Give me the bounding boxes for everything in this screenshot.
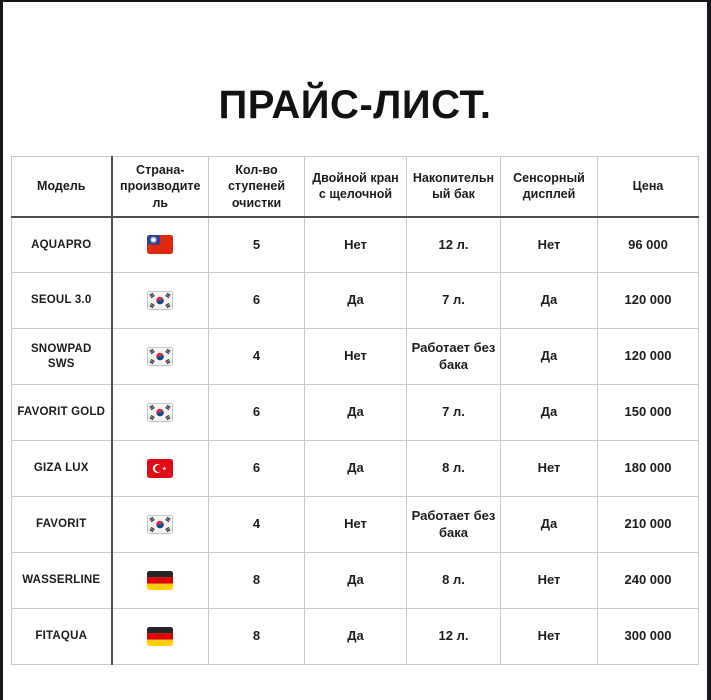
price-cell: 96 000 [597,216,699,273]
country-flag-cell [111,272,209,329]
col-header-dual-tap: Двойной кран с щелочной [304,156,407,218]
country-flag-cell [111,608,209,665]
country-flag-cell [111,552,209,609]
flag-south-korea-icon [147,515,174,534]
table-row: SEOUL 3.0 6 Да 7 л. Да 120 000 [11,272,699,329]
model-cell: SNOWPAD SWS [11,328,113,385]
model-cell: FITAQUA [11,608,113,665]
col-header-tank: Накопительный бак [406,156,501,218]
col-header-country: Страна-производитель [111,156,209,218]
price-cell: 240 000 [597,552,699,609]
stages-cell: 6 [208,272,305,329]
tank-cell: 7 л. [406,272,501,329]
price-cell: 120 000 [597,272,699,329]
table-row: AQUAPRO 5 Нет 12 л. Нет 96 000 [11,216,699,273]
model-cell: GIZA LUX [11,440,113,497]
price-cell: 210 000 [597,496,699,553]
dual-tap-cell: Нет [304,496,407,553]
table-row: FITAQUA 8 Да 12 л. Нет 300 000 [11,608,699,665]
flag-germany-icon [147,627,174,646]
dual-tap-cell: Да [304,608,407,665]
dual-tap-cell: Да [304,272,407,329]
country-flag-cell [111,328,209,385]
tank-cell: 12 л. [406,216,501,273]
flag-south-korea-icon [147,291,174,310]
table-row: GIZA LUX 6 Да 8 л. Нет 180 000 [11,440,699,497]
stages-cell: 5 [208,216,305,273]
model-cell: WASSERLINE [11,552,113,609]
touch-display-cell: Нет [500,216,598,273]
stages-cell: 8 [208,552,305,609]
col-header-model: Модель [11,156,113,218]
model-cell: SEOUL 3.0 [11,272,113,329]
country-flag-cell [111,440,209,497]
price-cell: 120 000 [597,328,699,385]
table-body: AQUAPRO 5 Нет 12 л. Нет 96 000 SEOUL 3.0 6 Да 7 л… [11,216,699,665]
table-row: FAVORIT GOLD 6 Да 7 л. Да 150 000 [11,384,699,441]
col-header-price: Цена [597,156,699,218]
stages-cell: 6 [208,384,305,441]
price-cell: 300 000 [597,608,699,665]
tank-cell: Работает без бака [406,328,501,385]
touch-display-cell: Нет [500,440,598,497]
tank-cell: 8 л. [406,440,501,497]
country-flag-cell [111,384,209,441]
price-cell: 180 000 [597,440,699,497]
stages-cell: 8 [208,608,305,665]
flag-south-korea-icon [147,347,174,366]
col-header-stages: Кол-во ступеней очистки [208,156,305,218]
tank-cell: 8 л. [406,552,501,609]
model-cell: FAVORIT [11,496,113,553]
touch-display-cell: Да [500,496,598,553]
flag-taiwan-icon [147,235,174,255]
country-flag-cell [111,496,209,553]
dual-tap-cell: Да [304,384,407,441]
stages-cell: 4 [208,496,305,553]
table-row: FAVORIT 4 Нет Работает без бака Да 210 000 [11,496,699,553]
model-cell: AQUAPRO [11,216,113,273]
touch-display-cell: Нет [500,608,598,665]
page-title: ПРАЙС-ЛИСТ. [218,83,492,127]
country-flag-cell [111,216,209,273]
dual-tap-cell: Нет [304,216,407,273]
touch-display-cell: Да [500,384,598,441]
touch-display-cell: Нет [500,552,598,609]
tank-cell: Работает без бака [406,496,501,553]
tank-cell: 12 л. [406,608,501,665]
flag-turkey-icon [147,459,174,478]
header-row: Модель Страна-производитель Кол-во ступе… [11,156,699,218]
dual-tap-cell: Да [304,552,407,609]
flag-germany-icon [147,571,174,590]
stages-cell: 4 [208,328,305,385]
touch-display-cell: Да [500,328,598,385]
price-cell: 150 000 [597,384,699,441]
model-cell: FAVORIT GOLD [11,384,113,441]
col-header-touch-display: Сенсорный дисплей [500,156,598,218]
table-row: WASSERLINE 8 Да 8 л. Нет 240 000 [11,552,699,609]
tank-cell: 7 л. [406,384,501,441]
flag-south-korea-icon [147,403,174,422]
price-table: Модель Страна-производитель Кол-во ступе… [11,156,699,665]
dual-tap-cell: Да [304,440,407,497]
stages-cell: 6 [208,440,305,497]
touch-display-cell: Да [500,272,598,329]
dual-tap-cell: Нет [304,328,407,385]
table-row: SNOWPAD SWS 4 Нет Работает без бака Да 120 00… [11,328,699,385]
